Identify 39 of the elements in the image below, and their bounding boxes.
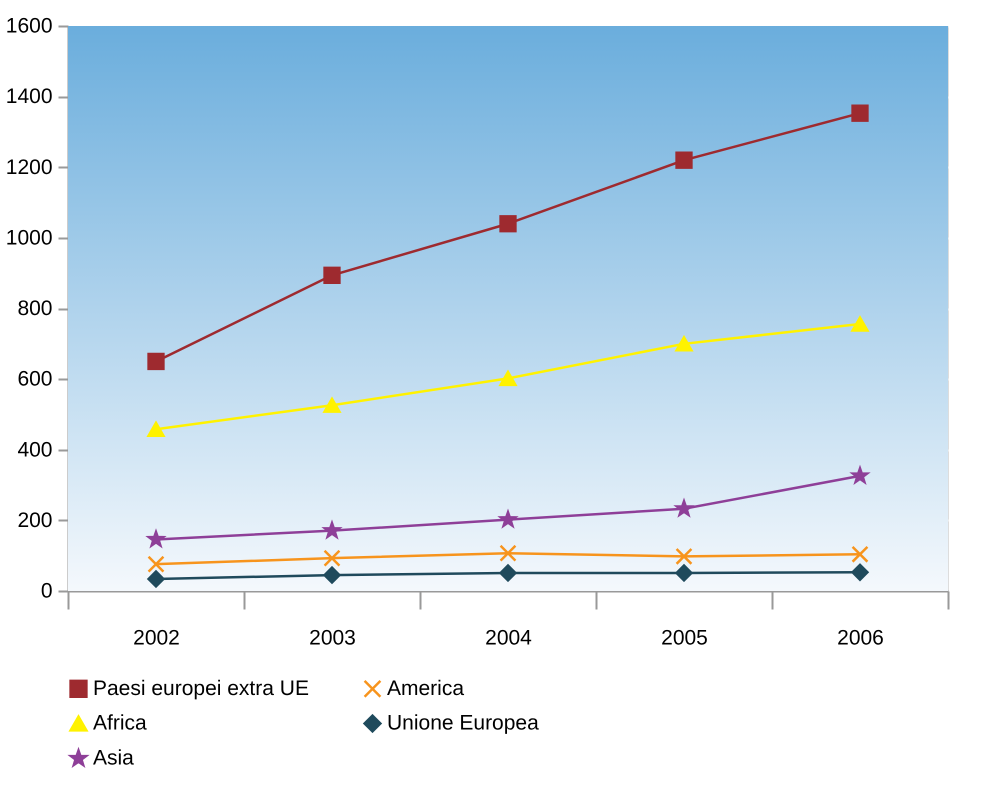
point: [499, 564, 517, 582]
point: [147, 352, 165, 370]
legend-label: Africa: [93, 712, 147, 734]
point: [323, 398, 341, 413]
y-tick-label: 400: [17, 438, 52, 462]
point: [675, 564, 693, 582]
point: [851, 564, 869, 581]
y-tick-label: 600: [17, 368, 52, 391]
legend-label: Unione Europea: [387, 712, 540, 734]
legend-label: America: [387, 676, 464, 700]
point: [147, 570, 165, 588]
point: [851, 546, 869, 563]
point: [323, 266, 341, 284]
y-tick-label: 0: [40, 580, 52, 602]
point: [675, 152, 693, 169]
point: [851, 104, 869, 122]
point: [851, 316, 869, 332]
x-tick-label: 2005: [661, 626, 708, 650]
x-tick-label: 2002: [133, 626, 180, 650]
x-tick-label: 2006: [837, 626, 884, 650]
point: [499, 544, 517, 562]
y-tick-label: 1000: [6, 226, 52, 250]
y-tick-label: 800: [17, 297, 52, 320]
x-tick-label: 2004: [485, 626, 532, 650]
point: [147, 422, 165, 437]
point: [499, 215, 517, 232]
point: [499, 370, 517, 386]
y-tick-label: 200: [17, 508, 52, 532]
legend-label: Asia: [93, 746, 134, 770]
y-tick-label: 1200: [6, 156, 52, 179]
point: [147, 555, 165, 573]
point: [323, 566, 341, 584]
point: [675, 548, 693, 566]
x-tick-label: 2003: [309, 626, 356, 650]
y-tick-label: 1600: [6, 14, 52, 38]
legend-label: Paesi europei extra UE: [93, 676, 309, 700]
y-tick-label: 1400: [6, 85, 52, 108]
point: [323, 549, 341, 567]
point: [675, 336, 693, 352]
